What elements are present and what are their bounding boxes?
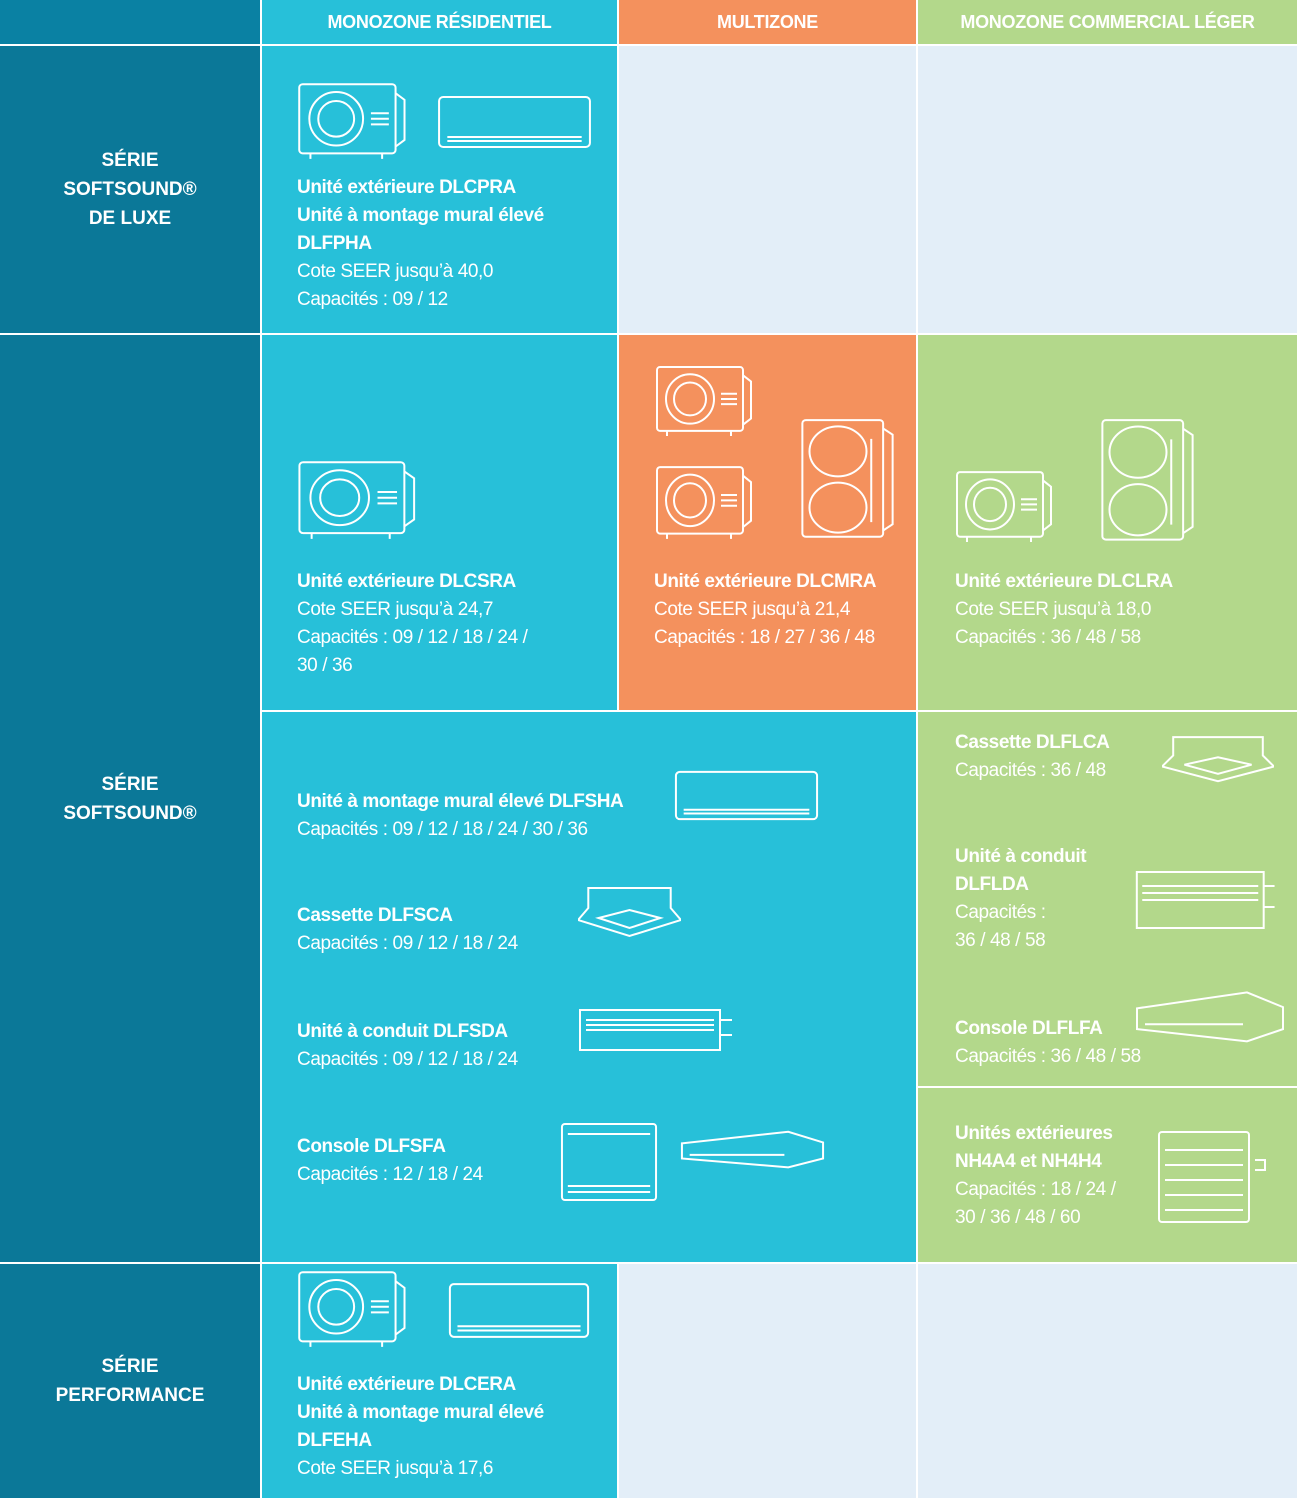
product-name: Unité à montage mural élevé [297, 205, 544, 226]
label-line: SOFTSOUND® [63, 179, 197, 200]
product: Unité à conduit DLFSDA Capacités : 09 / 1… [297, 1018, 518, 1074]
product-detail: Capacités : 09 / 12 / 18 / 24 / [297, 627, 528, 648]
cell [262, 712, 916, 1262]
row-label: SÉRIE SOFTSOUND® DE LUXE [0, 46, 260, 333]
product: Unité extérieure DLCPRA Unité à montage m… [297, 174, 544, 314]
label-line: SÉRIE [101, 1356, 159, 1377]
label-line: SOFTSOUND® [63, 802, 197, 824]
product-name: DLFLDA [955, 874, 1029, 895]
cell [619, 1264, 916, 1498]
product: Unité à conduit DLFLDA Capacités : 36 / 48 … [955, 843, 1087, 955]
label-line: DE LUXE [88, 208, 172, 229]
product-name: DLFEHA [297, 1430, 372, 1451]
product-name: Cassette DLFLCA [955, 732, 1110, 753]
product-name: Unité extérieure DLCPRA [297, 177, 516, 198]
product-detail: Capacités : 12 / 18 / 24 [297, 1164, 483, 1185]
product-name: Cassette DLFSCA [297, 905, 453, 926]
product-name: Unité extérieure DLCMRA [654, 571, 877, 592]
product-detail: Capacités : [955, 902, 1046, 923]
product-detail: Cote SEER jusqu’à 18,0 [955, 599, 1152, 620]
product-detail: Capacités : 09 / 12 / 18 / 24 / 30 / 36 [297, 819, 588, 840]
corner [0, 0, 260, 44]
product-name: Unité à montage mural élevé [297, 1402, 544, 1423]
cell [262, 1264, 617, 1498]
product-detail: Cote SEER jusqu’à 40,0 [297, 261, 494, 282]
cell [918, 46, 1297, 333]
product-detail: 30 / 36 [297, 655, 353, 676]
column-header: MONOZONE RÉSIDENTIEL [262, 0, 617, 44]
row-label: SÉRIE SOFTSOUND® [0, 335, 260, 1262]
product-detail: Capacités : 18 / 27 / 36 / 48 [654, 627, 875, 648]
product-detail: Cote SEER jusqu’à 24,7 [297, 599, 494, 620]
product: Unité extérieure DLCMRA Cote SEER jusqu’à… [654, 568, 876, 652]
product: Cassette DLFLCA Capacités : 36 / 48 [955, 729, 1110, 785]
product: Console DLFLFA Capacités : 36 / 48 / 58 [955, 1015, 1141, 1071]
product: Console DLFSFA Capacités : 12 / 18 / 24 [297, 1133, 483, 1189]
product-detail: Capacités : 36 / 48 / 58 [955, 627, 1141, 648]
cell [619, 335, 916, 710]
product-detail: Capacités : 36 / 48 [955, 760, 1106, 781]
product-detail: Capacités : 18 / 24 / [955, 1179, 1116, 1200]
row-label: SÉRIE PERFORMANCE [0, 1264, 260, 1498]
product-name: Unité à conduit DLFSDA [297, 1021, 508, 1042]
product-name: Unité extérieure DLCERA [297, 1374, 516, 1395]
cell [262, 335, 617, 710]
product-detail: Cote SEER jusqu’à 21,4 [654, 599, 851, 620]
product-name: Unités extérieures [955, 1123, 1113, 1144]
cell [918, 335, 1297, 710]
column-header: MONOZONE COMMERCIAL LÉGER [918, 0, 1297, 44]
product-detail: Capacités : 09 / 12 [297, 289, 448, 310]
product-name: Unité extérieure DLCSRA [297, 571, 516, 592]
label-line: SÉRIE [101, 773, 159, 795]
product: Unité à montage mural élevé DLFSHA Capaci… [297, 788, 624, 844]
product-name: NH4A4 et NH4H4 [955, 1151, 1102, 1172]
product-detail: 36 / 48 / 58 [955, 930, 1046, 951]
product-detail: Capacités : 09 / 12 / 18 / 24 [297, 1049, 518, 1070]
product-name: Unité extérieure DLCLRA [955, 571, 1173, 592]
product-detail: Capacités : 09 / 12 / 18 / 24 [297, 933, 518, 954]
label-line: PERFORMANCE [55, 1385, 205, 1406]
product: Unités extérieures NH4A4 et NH4H4 Capacité… [955, 1120, 1116, 1232]
product-detail: Capacités : 36 / 48 / 58 [955, 1046, 1141, 1067]
product: Unité extérieure DLCLRA Cote SEER jusqu’à… [955, 568, 1173, 652]
product-name: Unité à montage mural élevé DLFSHA [297, 791, 624, 812]
product: Unité extérieure DLCERA Unité à montage m… [297, 1371, 544, 1483]
product-name: Unité à conduit [955, 846, 1087, 867]
product-name: DLFPHA [297, 233, 372, 254]
cell [918, 1088, 1297, 1262]
product-detail: Cote SEER jusqu’à 17,6 [297, 1458, 494, 1479]
cell [918, 1264, 1297, 1498]
label-line: SÉRIE [101, 150, 159, 171]
product-detail: 30 / 36 / 48 / 60 [955, 1207, 1081, 1228]
column-header: MULTIZONE [619, 0, 916, 44]
product: Unité extérieure DLCSRA Cote SEER jusqu’à… [297, 568, 528, 680]
cell [262, 46, 617, 333]
product: Cassette DLFSCA Capacités : 09 / 12 / 18 … [297, 902, 518, 958]
product-name: Console DLFSFA [297, 1136, 446, 1157]
cell [619, 46, 916, 333]
product-name: Console DLFLFA [955, 1018, 1103, 1039]
